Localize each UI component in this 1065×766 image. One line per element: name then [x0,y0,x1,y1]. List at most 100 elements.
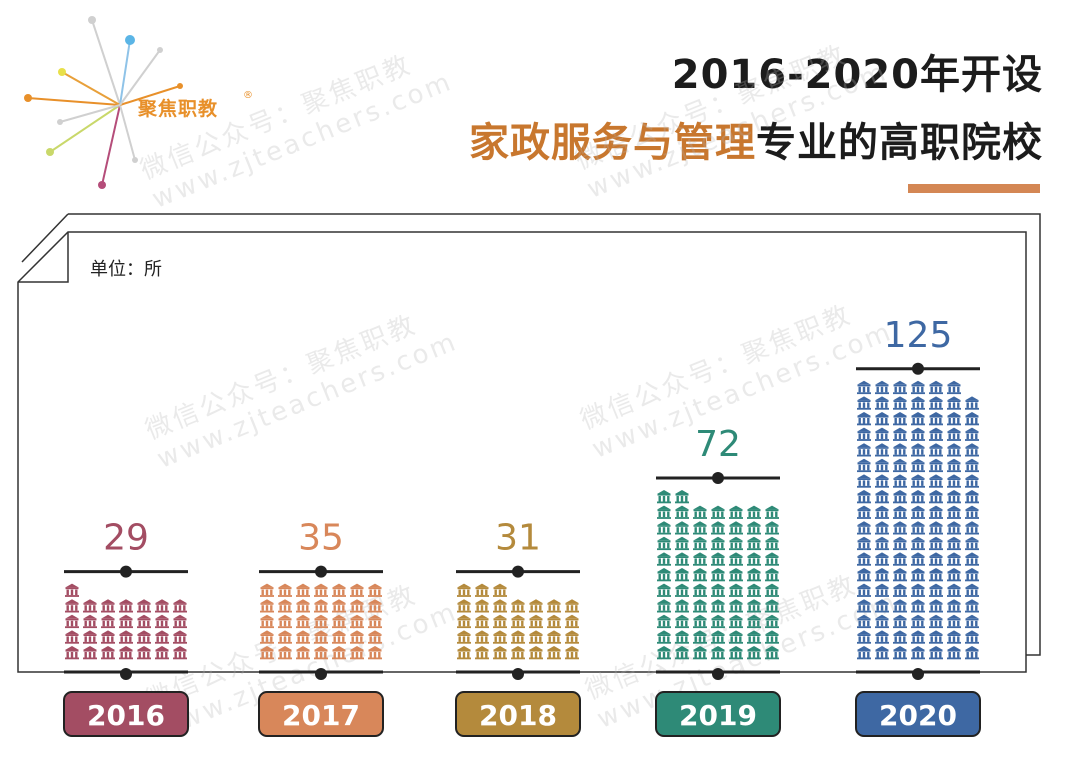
school-building-icon [155,646,169,660]
school-building-icon [729,614,743,629]
school-building-icon [368,614,382,629]
school-building-icon [657,599,671,613]
brand-logo [24,16,183,189]
school-building-icon [857,614,871,629]
school-building-icon [350,646,364,660]
unit-label: 单位：所 [90,259,162,280]
school-building-icon [693,630,707,644]
school-building-icon [260,599,274,613]
title-rest: 专业的高职院校 [756,120,1043,166]
school-building-icon [857,396,871,410]
school-building-icon [875,490,889,504]
school-building-icon [875,630,889,644]
school-building-icon [657,552,671,566]
school-building-icon [155,599,169,613]
school-building-icon [729,505,743,519]
school-building-icon [965,505,979,519]
school-building-icon [765,583,779,597]
school-building-icon [875,380,889,395]
school-building-icon [457,630,471,644]
school-building-icon [875,412,889,426]
school-building-icon [332,646,346,660]
school-building-icon [565,614,579,629]
school-building-icon [929,614,943,629]
school-building-icon [475,614,489,629]
school-building-icon [332,599,346,613]
school-building-icon [765,646,779,660]
school-building-icon [911,458,925,473]
school-building-icon [332,614,346,629]
school-building-icon [947,599,961,613]
category-tick-label: 2017 [282,699,360,732]
school-building-icon [965,630,979,644]
page-title-line1: 2016-2020年开设 [671,52,1043,98]
school-building-icon [350,630,364,644]
school-building-icon [278,630,292,644]
school-building-icon [493,646,507,660]
school-building-icon [332,630,346,644]
school-building-icon [511,599,525,613]
school-building-icon [857,458,871,473]
school-building-icon [965,427,979,441]
year-tab [855,691,981,737]
school-building-icon [965,474,979,488]
school-building-icon [65,630,79,644]
school-building-icon [929,443,943,457]
school-building-icon [857,552,871,566]
school-building-icon [729,568,743,582]
school-building-icon [947,614,961,629]
year-tab [258,691,384,737]
year-tab [63,691,189,737]
school-building-icon [965,568,979,582]
school-building-icon [296,599,310,613]
school-building-icon [857,474,871,488]
school-building-icon [729,630,743,644]
school-building-icon [83,599,97,613]
school-building-icon [675,646,689,660]
data-label: 35 [298,518,344,559]
school-building-icon [929,427,943,441]
school-building-icon [947,474,961,488]
school-building-icon [693,552,707,566]
school-building-icon [332,583,346,597]
school-building-icon [711,646,725,660]
school-building-icon [173,599,187,613]
school-building-icon [857,583,871,597]
school-building-icon [693,583,707,597]
school-building-icon [965,490,979,504]
school-building-icon [457,646,471,660]
school-building-icon [747,536,761,551]
school-building-icon [119,614,133,629]
school-building-icon [657,521,671,535]
school-building-icon [875,614,889,629]
school-building-icon [875,568,889,582]
school-building-icon [765,599,779,613]
school-building-icon [965,412,979,426]
school-building-icon [893,458,907,473]
school-building-icon [929,646,943,660]
school-building-icon [693,614,707,629]
school-building-icon [65,614,79,629]
school-building-icon [729,599,743,613]
school-building-icon [711,536,725,551]
school-building-icon [65,599,79,613]
school-building-icon [493,599,507,613]
school-building-icon [911,614,925,629]
school-building-icon [278,583,292,597]
school-building-icon [875,552,889,566]
school-building-icon [675,521,689,535]
school-building-icon [729,646,743,660]
school-building-icon [296,614,310,629]
school-building-icon [101,599,115,613]
school-building-icon [857,380,871,395]
school-building-icon [278,646,292,660]
school-building-icon [747,521,761,535]
school-building-icon [911,380,925,395]
school-building-icon [693,646,707,660]
school-building-icon [857,599,871,613]
school-building-icon [657,568,671,582]
school-building-icon [747,630,761,644]
school-building-icon [675,599,689,613]
school-building-icon [657,536,671,551]
school-building-icon [173,630,187,644]
